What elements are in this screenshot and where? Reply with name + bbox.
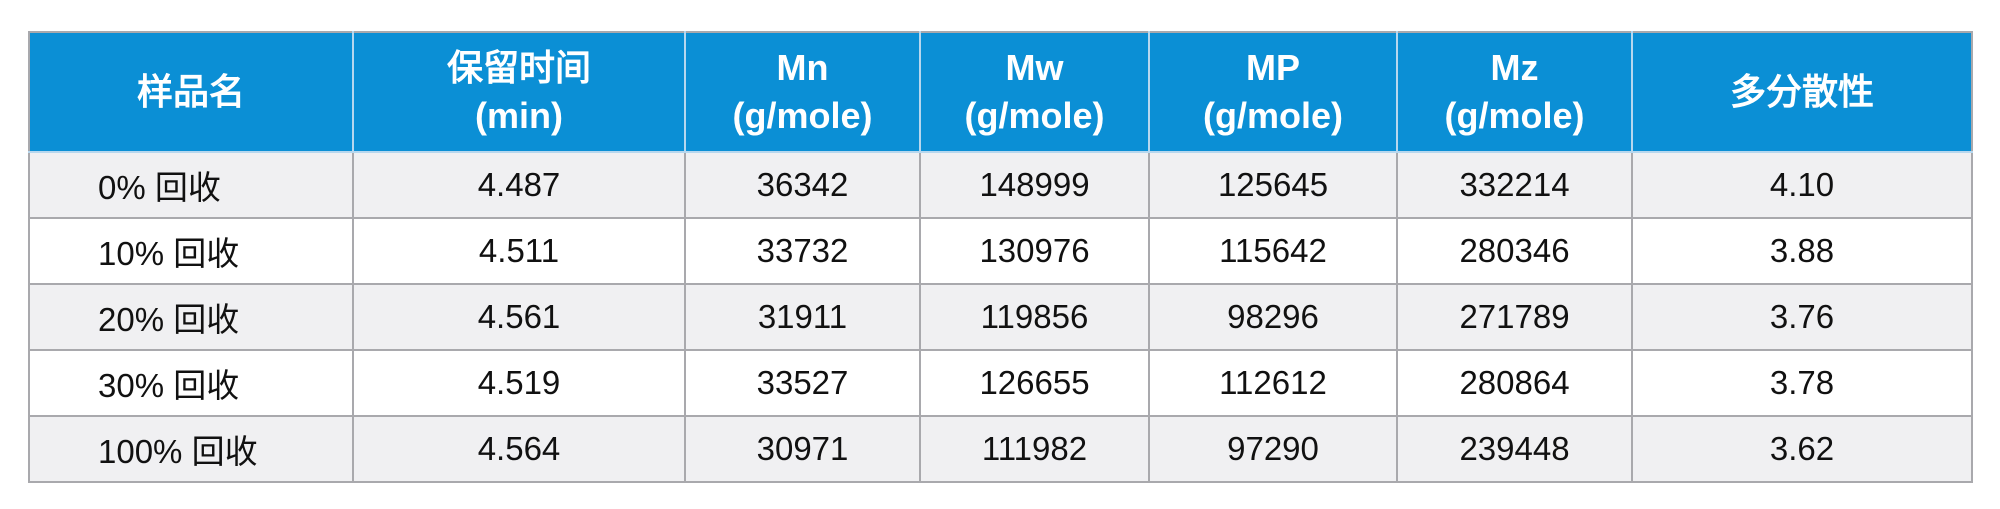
header-text: 保留时间 (446, 47, 591, 88)
table-cell: 31911 (684, 283, 921, 351)
table-cell: 148999 (919, 151, 1150, 219)
table-cell: 271789 (1396, 283, 1633, 351)
header-text: (g/mole) (964, 95, 1105, 136)
table-cell: 3.78 (1631, 349, 1973, 417)
table-row: 30% 回收 4.519 33527 126655 112612 280864 3.78 (28, 349, 1973, 417)
table-row: 10% 回收 4.511 33732 130976 115642 280346 3.88 (28, 217, 1973, 285)
header-row: 样品名 保留时间 (min) Mn (g/mole) Mw (g/mole) MP (g/mol… (28, 31, 1973, 153)
header-text: (g/mole) (1203, 95, 1343, 136)
header-cell: 多分散性 (1631, 31, 1973, 153)
header-cell: MP (g/mole) (1148, 31, 1398, 153)
table-cell: 97290 (1148, 415, 1398, 483)
row-label: 10% 回收 (28, 217, 354, 285)
data-table: 样品名 保留时间 (min) Mn (g/mole) Mw (g/mole) MP (g/mol… (28, 31, 1973, 483)
table-cell: 115642 (1148, 217, 1398, 285)
header-cell: 样品名 (28, 31, 354, 153)
header-cell: Mw (g/mole) (919, 31, 1150, 153)
header-text: (g/mole) (1444, 95, 1585, 136)
table-cell: 4.10 (1631, 151, 1973, 219)
header-text: 样品名 (136, 71, 245, 112)
row-label: 20% 回收 (28, 283, 354, 351)
header-text: (g/mole) (732, 95, 873, 136)
header-text: Mw (1005, 47, 1064, 88)
header-text: 多分散性 (1729, 71, 1874, 112)
table-cell: 30971 (684, 415, 921, 483)
table-cell: 130976 (919, 217, 1150, 285)
table-cell: 33732 (684, 217, 921, 285)
row-label: 0% 回收 (28, 151, 354, 219)
table-row: 20% 回收 4.561 31911 119856 98296 271789 3.76 (28, 283, 1973, 351)
header-cell: 保留时间 (min) (352, 31, 686, 153)
table-cell: 3.88 (1631, 217, 1973, 285)
table-cell: 280864 (1396, 349, 1633, 417)
header-cell: Mn (g/mole) (684, 31, 921, 153)
header-text: MP (1246, 47, 1300, 88)
table-body: 0% 回收 4.487 36342 148999 125645 332214 4.10 10%… (28, 151, 1973, 483)
table-cell: 4.564 (352, 415, 686, 483)
table-cell: 4.511 (352, 217, 686, 285)
table-cell: 4.487 (352, 151, 686, 219)
table-cell: 239448 (1396, 415, 1633, 483)
table-cell: 126655 (919, 349, 1150, 417)
table-cell: 111982 (919, 415, 1150, 483)
table-cell: 33527 (684, 349, 921, 417)
table-row: 0% 回收 4.487 36342 148999 125645 332214 4.10 (28, 151, 1973, 219)
header-text: (min) (475, 95, 563, 136)
table-cell: 112612 (1148, 349, 1398, 417)
header-text: Mz (1490, 47, 1539, 88)
table-header: 样品名 保留时间 (min) Mn (g/mole) Mw (g/mole) MP (g/mol… (28, 31, 1973, 153)
header-cell: Mz (g/mole) (1396, 31, 1633, 153)
table-row: 100% 回收 4.564 30971 111982 97290 239448 3.62 (28, 415, 1973, 483)
row-label: 100% 回收 (28, 415, 354, 483)
header-text: Mn (776, 47, 829, 88)
row-label: 30% 回收 (28, 349, 354, 417)
table-cell: 3.76 (1631, 283, 1973, 351)
table-cell: 119856 (919, 283, 1150, 351)
table-cell: 36342 (684, 151, 921, 219)
table-cell: 280346 (1396, 217, 1633, 285)
table-cell: 332214 (1396, 151, 1633, 219)
table-cell: 3.62 (1631, 415, 1973, 483)
table-cell: 125645 (1148, 151, 1398, 219)
table-cell: 98296 (1148, 283, 1398, 351)
table-cell: 4.519 (352, 349, 686, 417)
table-cell: 4.561 (352, 283, 686, 351)
